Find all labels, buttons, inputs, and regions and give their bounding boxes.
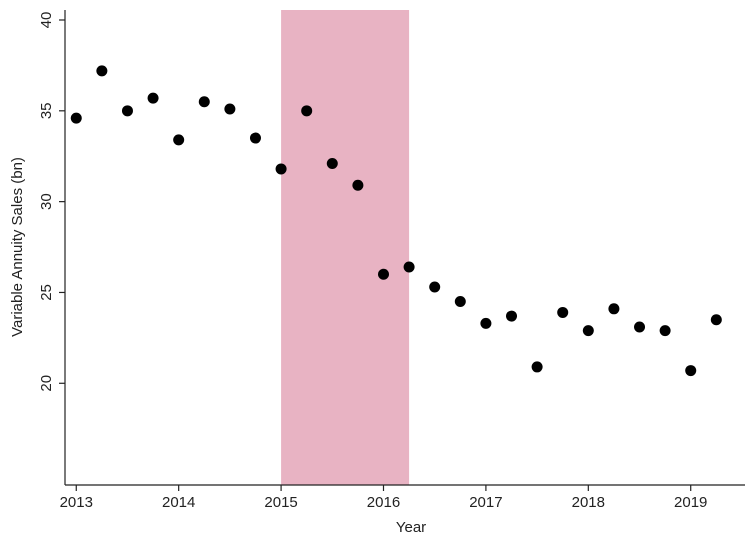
point	[147, 92, 159, 104]
point	[352, 179, 364, 191]
x-tick-label: 2015	[264, 494, 297, 511]
point	[634, 321, 646, 333]
point	[710, 314, 722, 326]
point	[685, 365, 697, 377]
x-tick-label: 2016	[367, 494, 400, 511]
x-axis-label: Year	[396, 519, 426, 536]
point	[480, 317, 492, 329]
point	[121, 105, 133, 117]
y-tick-label: 20	[38, 375, 55, 392]
point	[96, 65, 108, 77]
y-tick-label: 35	[38, 102, 55, 119]
point	[377, 268, 389, 280]
x-tick-label: 2019	[674, 494, 707, 511]
point	[531, 361, 543, 373]
y-tick-label: 30	[38, 193, 55, 210]
shaded-region	[281, 10, 410, 485]
y-tick-label: 25	[38, 284, 55, 301]
point	[326, 157, 338, 169]
y-tick-label: 40	[38, 12, 55, 29]
x-tick-label: 2013	[60, 494, 93, 511]
y-axis-label: Variable Annuity Sales (bn)	[9, 157, 26, 337]
point	[608, 303, 620, 315]
point	[429, 281, 441, 293]
point	[249, 132, 261, 144]
point	[70, 112, 82, 124]
point	[301, 105, 313, 117]
point	[403, 261, 415, 273]
point	[582, 325, 594, 337]
x-tick-label: 2014	[162, 494, 195, 511]
point	[173, 134, 185, 146]
x-tick-label: 2017	[469, 494, 502, 511]
point	[506, 310, 518, 322]
point	[224, 103, 236, 115]
point	[198, 96, 210, 108]
point	[659, 325, 671, 337]
point	[275, 163, 287, 175]
x-tick-label: 2018	[572, 494, 605, 511]
point	[557, 306, 569, 318]
point	[454, 296, 466, 308]
